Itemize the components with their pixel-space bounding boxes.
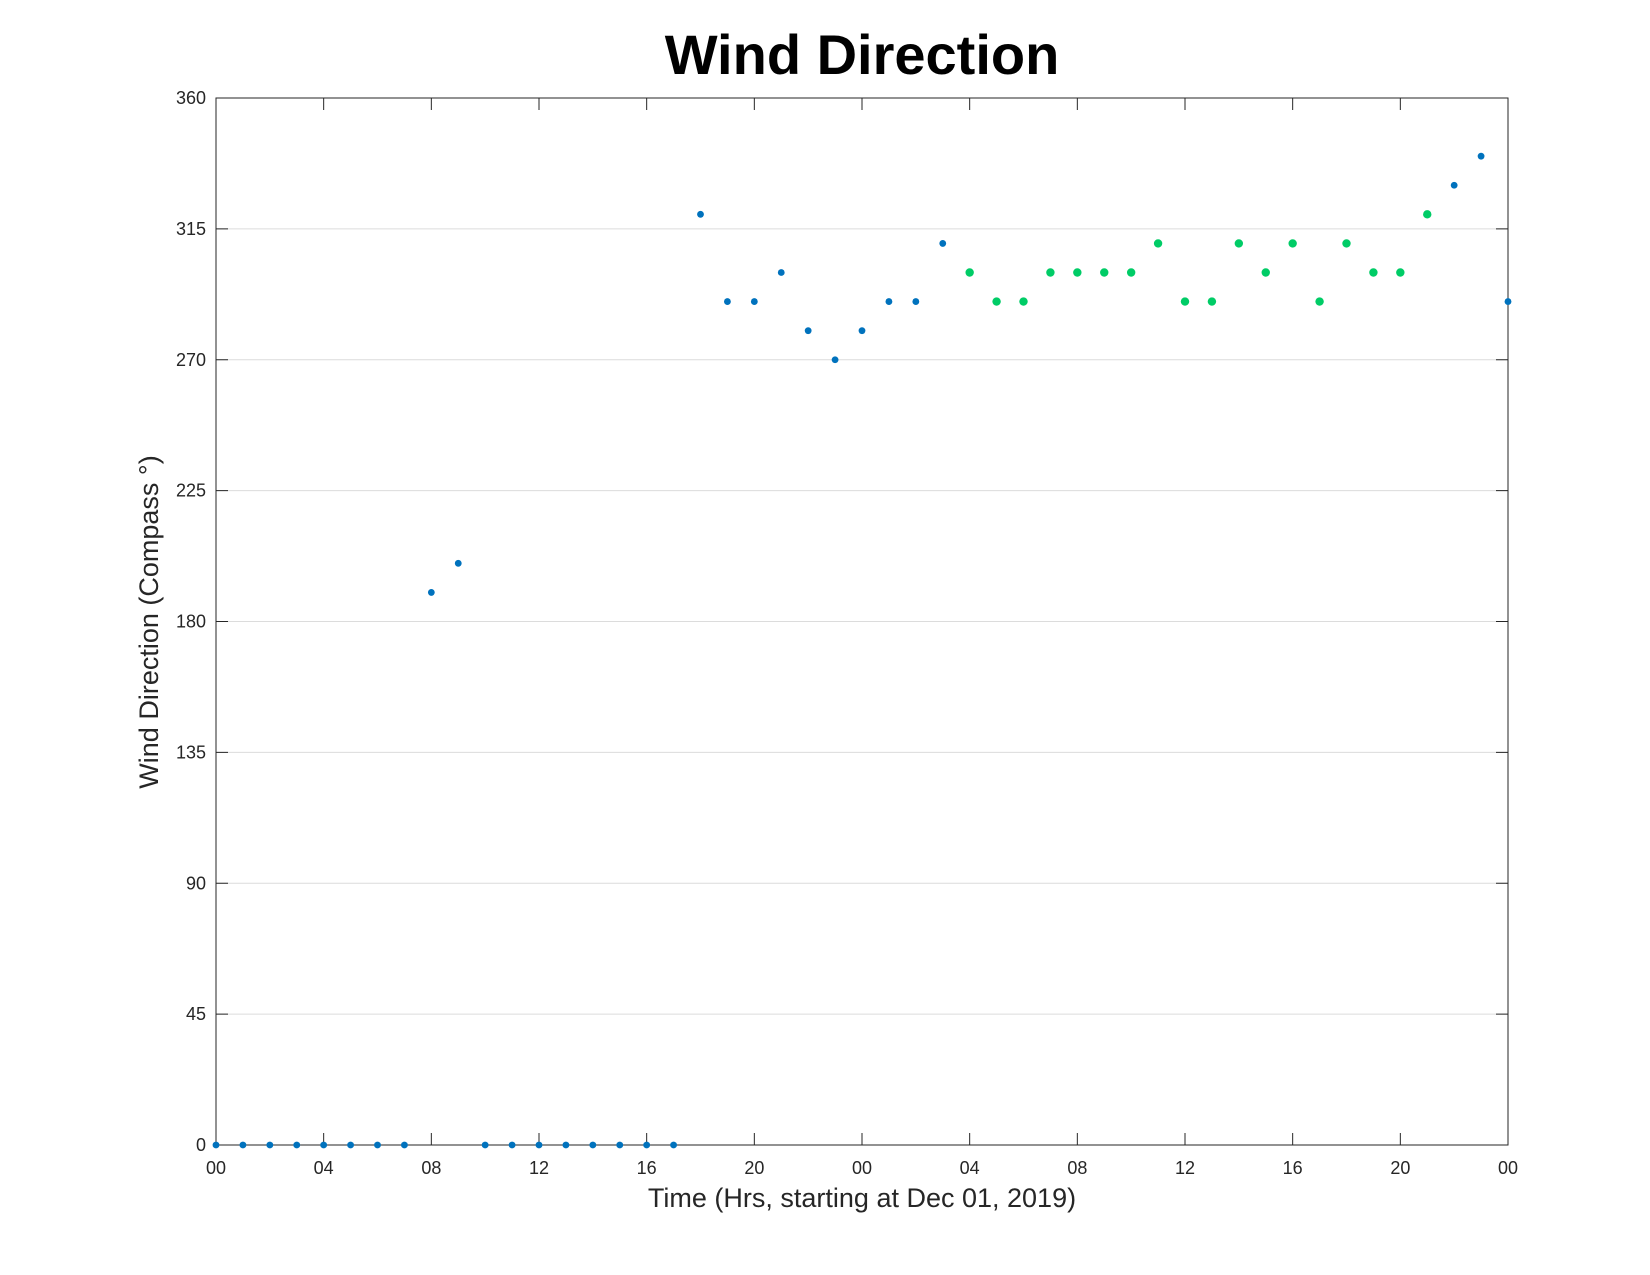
data-point-green	[1100, 268, 1109, 277]
data-point-green	[1180, 297, 1190, 306]
data-point-green	[1234, 239, 1244, 248]
data-point-blue	[212, 1141, 220, 1149]
data-point-green	[1342, 239, 1351, 248]
data-point-blue	[481, 1141, 489, 1149]
data-point-blue	[912, 298, 920, 305]
data-point-blue	[777, 269, 785, 276]
x-tick-label: 16	[637, 1158, 657, 1178]
data-point-blue	[589, 1141, 597, 1149]
data-point-blue	[266, 1141, 274, 1149]
x-tick-label: 04	[314, 1158, 334, 1178]
data-point-blue	[643, 1141, 651, 1149]
data-point-blue	[562, 1141, 570, 1149]
data-point-blue	[831, 356, 839, 364]
data-point-blue	[239, 1141, 247, 1149]
data-point-blue	[724, 298, 731, 305]
x-tick-label: 00	[852, 1158, 872, 1178]
data-point-blue	[858, 327, 866, 335]
x-tick-label: 12	[1175, 1158, 1195, 1178]
data-point-blue	[454, 559, 462, 567]
chart-title: Wind Direction	[665, 23, 1060, 86]
data-point-blue	[1450, 181, 1458, 189]
x-tick-label: 16	[1283, 1158, 1303, 1178]
y-tick-label: 270	[176, 350, 206, 370]
data-point-green	[1396, 268, 1405, 277]
data-point-green	[1423, 210, 1432, 219]
data-point-blue	[616, 1141, 624, 1149]
data-point-blue	[401, 1141, 408, 1149]
data-point-green	[1073, 268, 1082, 277]
data-point-green	[1369, 268, 1378, 277]
data-point-blue	[670, 1141, 677, 1149]
y-tick-label: 360	[176, 88, 206, 108]
x-tick-label: 00	[206, 1158, 226, 1178]
data-point-green	[1207, 297, 1217, 306]
data-point-blue	[293, 1141, 301, 1149]
y-tick-label: 90	[186, 873, 206, 893]
data-point-blue	[885, 298, 893, 305]
x-tick-label: 20	[1390, 1158, 1410, 1178]
data-point-blue	[750, 298, 758, 305]
axis-ticks	[215, 97, 1509, 1146]
x-axis-tick-labels: 00 04 08 12 16 20 00 04 08 12 16 20 00	[206, 1158, 1518, 1178]
x-tick-label: 04	[960, 1158, 980, 1178]
data-point-green	[1153, 239, 1163, 248]
data-points	[212, 152, 1512, 1149]
data-point-blue	[697, 210, 704, 218]
data-point-blue	[1504, 298, 1512, 305]
data-point-blue	[939, 240, 947, 247]
data-point-green	[1126, 268, 1136, 277]
data-point-blue	[804, 327, 812, 335]
y-axis-tick-labels: 0 45 90 135 180 225 270 315 360	[176, 88, 206, 1155]
x-tick-label: 12	[529, 1158, 549, 1178]
data-point-green	[992, 297, 1001, 306]
data-point-blue	[535, 1141, 543, 1149]
data-point-blue	[1477, 152, 1485, 160]
data-point-green	[1046, 268, 1055, 277]
data-point-green	[1019, 297, 1028, 306]
data-point-green	[1288, 239, 1297, 248]
y-tick-label: 315	[176, 219, 206, 239]
y-tick-label: 0	[196, 1135, 206, 1155]
data-point-blue	[427, 589, 435, 596]
y-axis-label: Wind Direction (Compass °)	[134, 455, 164, 788]
data-point-green	[1315, 297, 1324, 306]
y-tick-label: 180	[176, 612, 206, 632]
x-tick-label: 08	[1067, 1158, 1087, 1178]
y-tick-label: 225	[176, 481, 206, 501]
x-tick-label: 20	[744, 1158, 764, 1178]
y-tick-label: 135	[176, 742, 206, 762]
data-point-blue	[347, 1141, 354, 1149]
data-point-green	[965, 268, 974, 277]
gridlines	[216, 228, 1508, 1015]
data-point-blue	[320, 1141, 328, 1149]
x-tick-label: 00	[1498, 1158, 1518, 1178]
x-axis-label: Time (Hrs, starting at Dec 01, 2019)	[648, 1183, 1076, 1213]
data-point-blue	[508, 1141, 516, 1149]
x-tick-label: 08	[421, 1158, 441, 1178]
data-point-blue	[374, 1141, 381, 1149]
data-point-green	[1261, 268, 1270, 277]
y-tick-label: 45	[186, 1004, 206, 1024]
